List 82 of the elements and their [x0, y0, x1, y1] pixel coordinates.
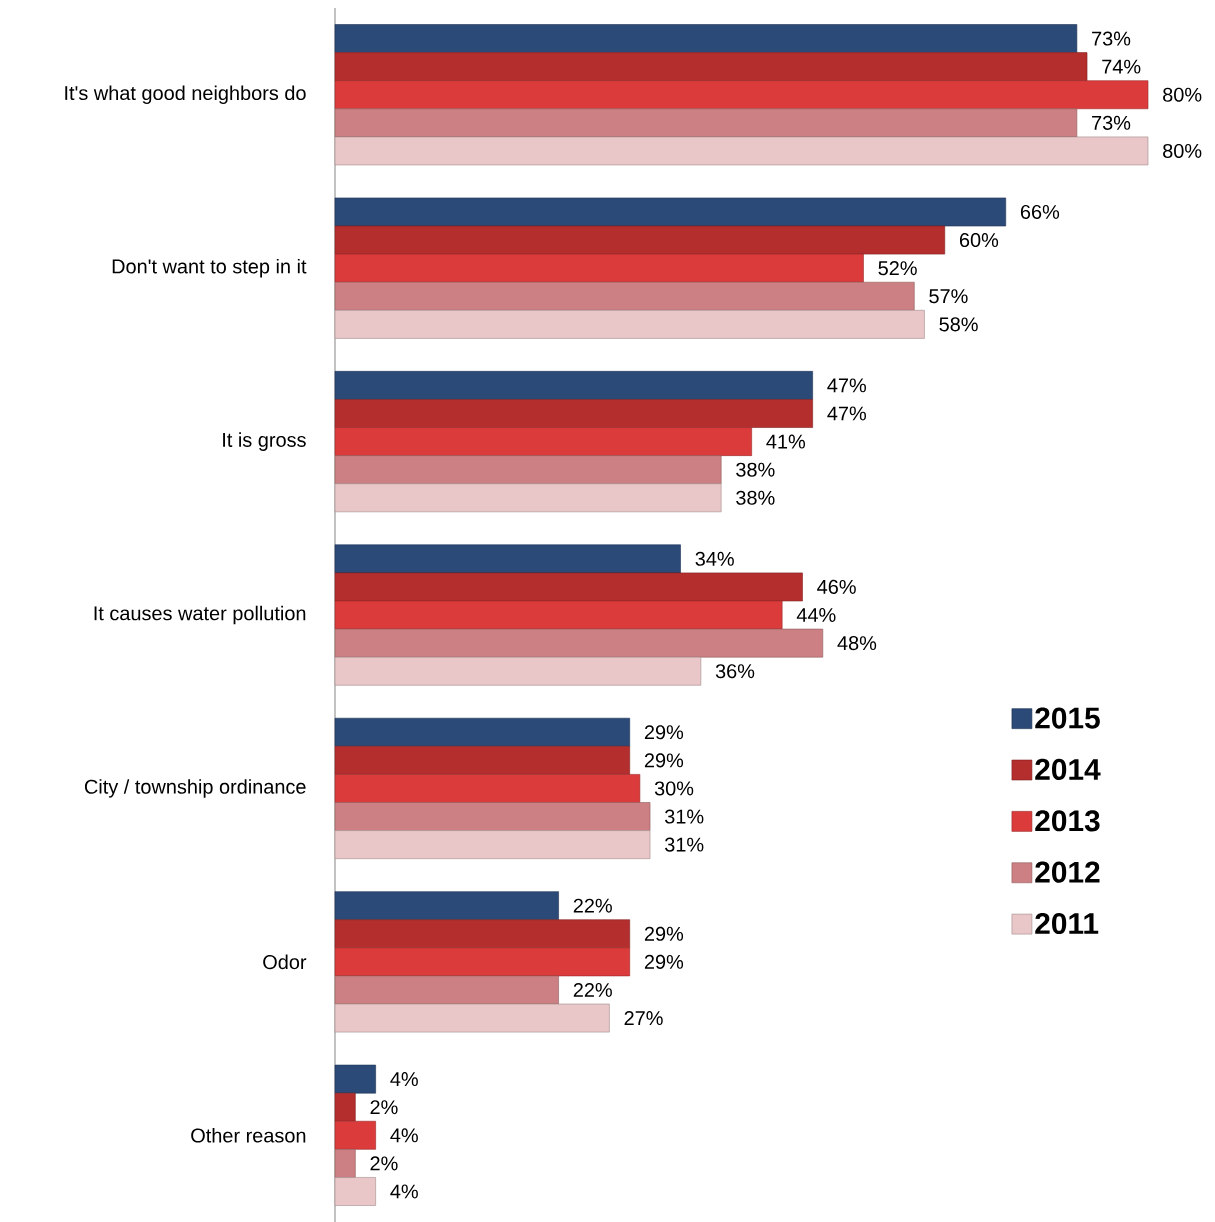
data-label: 36%: [715, 664, 755, 679]
bar: [334, 281, 915, 311]
legend-label: 2011: [1035, 912, 1099, 935]
bar: [334, 310, 925, 339]
y-tick-label: Odor: [263, 954, 307, 970]
data-label: 2%: [370, 1156, 398, 1171]
bar: [334, 802, 651, 831]
data-label: 2%: [370, 1100, 398, 1115]
data-label: 41%: [766, 434, 806, 449]
bar: [334, 1003, 610, 1033]
data-label: 31%: [665, 809, 704, 824]
data-label: 29%: [644, 725, 684, 740]
bar: [334, 24, 1078, 53]
bar: [334, 774, 641, 803]
data-label: 22%: [573, 982, 612, 997]
data-label: 38%: [736, 462, 775, 477]
data-label: 4%: [390, 1072, 418, 1087]
bar: [334, 108, 1078, 138]
data-label: 66%: [1020, 204, 1060, 220]
data-label: 73%: [1092, 115, 1131, 130]
data-label: 29%: [644, 753, 684, 768]
bar: [334, 572, 803, 602]
data-label: 38%: [736, 490, 775, 505]
data-label: 74%: [1102, 59, 1141, 74]
data-label: 52%: [878, 261, 917, 276]
legend-label: 2012: [1035, 861, 1100, 883]
bar: [334, 52, 1088, 81]
bar: [334, 891, 559, 921]
data-label: 29%: [644, 954, 684, 969]
data-label: 44%: [796, 608, 836, 622]
bar: [334, 544, 681, 574]
bar: [334, 371, 813, 400]
bar: [334, 427, 752, 456]
data-label: 29%: [644, 926, 684, 941]
bar: [334, 628, 824, 658]
bar: [334, 830, 651, 859]
data-label: 47%: [827, 378, 866, 393]
y-tick-label: Other reason: [191, 1127, 306, 1143]
data-label: 4%: [390, 1128, 418, 1143]
bar: [334, 197, 1007, 227]
bar: [334, 399, 813, 428]
bar: [334, 1149, 356, 1178]
data-label: 58%: [939, 317, 978, 332]
bar: [334, 919, 631, 949]
bar: [334, 1120, 376, 1150]
data-label: 34%: [695, 551, 734, 566]
bar: [334, 600, 783, 630]
bar: [334, 1064, 376, 1094]
data-label: 73%: [1092, 31, 1131, 46]
bar: [334, 656, 702, 686]
data-label: 31%: [665, 837, 704, 852]
data-label: 22%: [573, 898, 612, 913]
bar: [334, 253, 864, 283]
y-tick-label: City / township ordinance: [84, 779, 306, 798]
bar: [334, 225, 946, 255]
data-label: 80%: [1163, 87, 1202, 102]
y-tick-label: It's what good neighbors do: [65, 85, 306, 105]
legend-label: 2013: [1035, 810, 1100, 832]
bar: [334, 717, 631, 747]
bar: [334, 975, 559, 1005]
data-label: 57%: [929, 289, 968, 304]
data-label: 30%: [654, 781, 694, 796]
data-label: 4%: [390, 1184, 418, 1199]
y-tick-label: It is gross: [223, 432, 306, 451]
bar: [334, 1092, 356, 1122]
data-label: 80%: [1163, 143, 1202, 158]
bar: [334, 455, 722, 485]
data-label: 46%: [817, 579, 856, 594]
data-label: 48%: [837, 636, 877, 651]
y-tick-label: It causes water pollution: [94, 605, 306, 625]
bar: [334, 483, 722, 513]
bar: [334, 136, 1149, 166]
y-tick-label: Don't want to step in it: [112, 258, 307, 278]
bar: [334, 1177, 376, 1206]
data-label: 60%: [959, 233, 999, 248]
bar: [334, 80, 1149, 110]
legend-label: 2014: [1035, 758, 1101, 781]
legend-label: 2015: [1035, 707, 1100, 729]
bar: [334, 947, 631, 977]
data-label: 27%: [624, 1011, 663, 1026]
bar: [334, 746, 631, 775]
data-label: 47%: [827, 406, 866, 421]
